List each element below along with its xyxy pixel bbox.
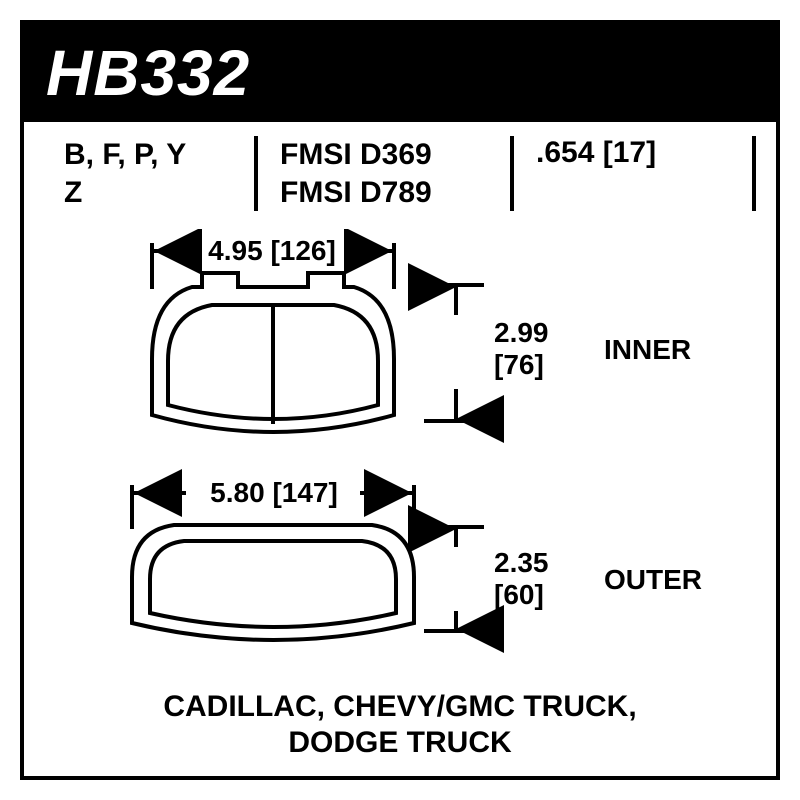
- info-row: B, F, P, Y Z FMSI D369 FMSI D789 .654 [1…: [24, 122, 776, 229]
- compounds-line1: B, F, P, Y: [64, 136, 254, 174]
- thickness-column: .654 [17]: [514, 136, 756, 211]
- pad-diagram-svg: [24, 229, 784, 689]
- vehicles-line1: CADILLAC, CHEVY/GMC TRUCK,: [64, 689, 736, 725]
- compounds-line2: Z: [64, 174, 254, 212]
- part-number: HB332: [46, 37, 250, 109]
- outer-pad-shape: [132, 525, 414, 640]
- inner-pad-shape: [152, 273, 394, 432]
- fmsi-line2: FMSI D789: [280, 174, 510, 212]
- thickness-value: .654 [17]: [536, 136, 752, 170]
- spec-card: HB332 B, F, P, Y Z FMSI D369 FMSI D789 .…: [20, 20, 780, 780]
- compounds-column: B, F, P, Y Z: [64, 136, 254, 211]
- title-bar: HB332: [24, 24, 776, 122]
- fmsi-column: FMSI D369 FMSI D789: [254, 136, 514, 211]
- diagram-area: 4.95 [126] 2.99 [76] INNER 5.80 [147] 2.…: [24, 229, 776, 689]
- vehicles-line2: DODGE TRUCK: [64, 725, 736, 761]
- vehicle-applications: CADILLAC, CHEVY/GMC TRUCK, DODGE TRUCK: [24, 689, 776, 769]
- fmsi-line1: FMSI D369: [280, 136, 510, 174]
